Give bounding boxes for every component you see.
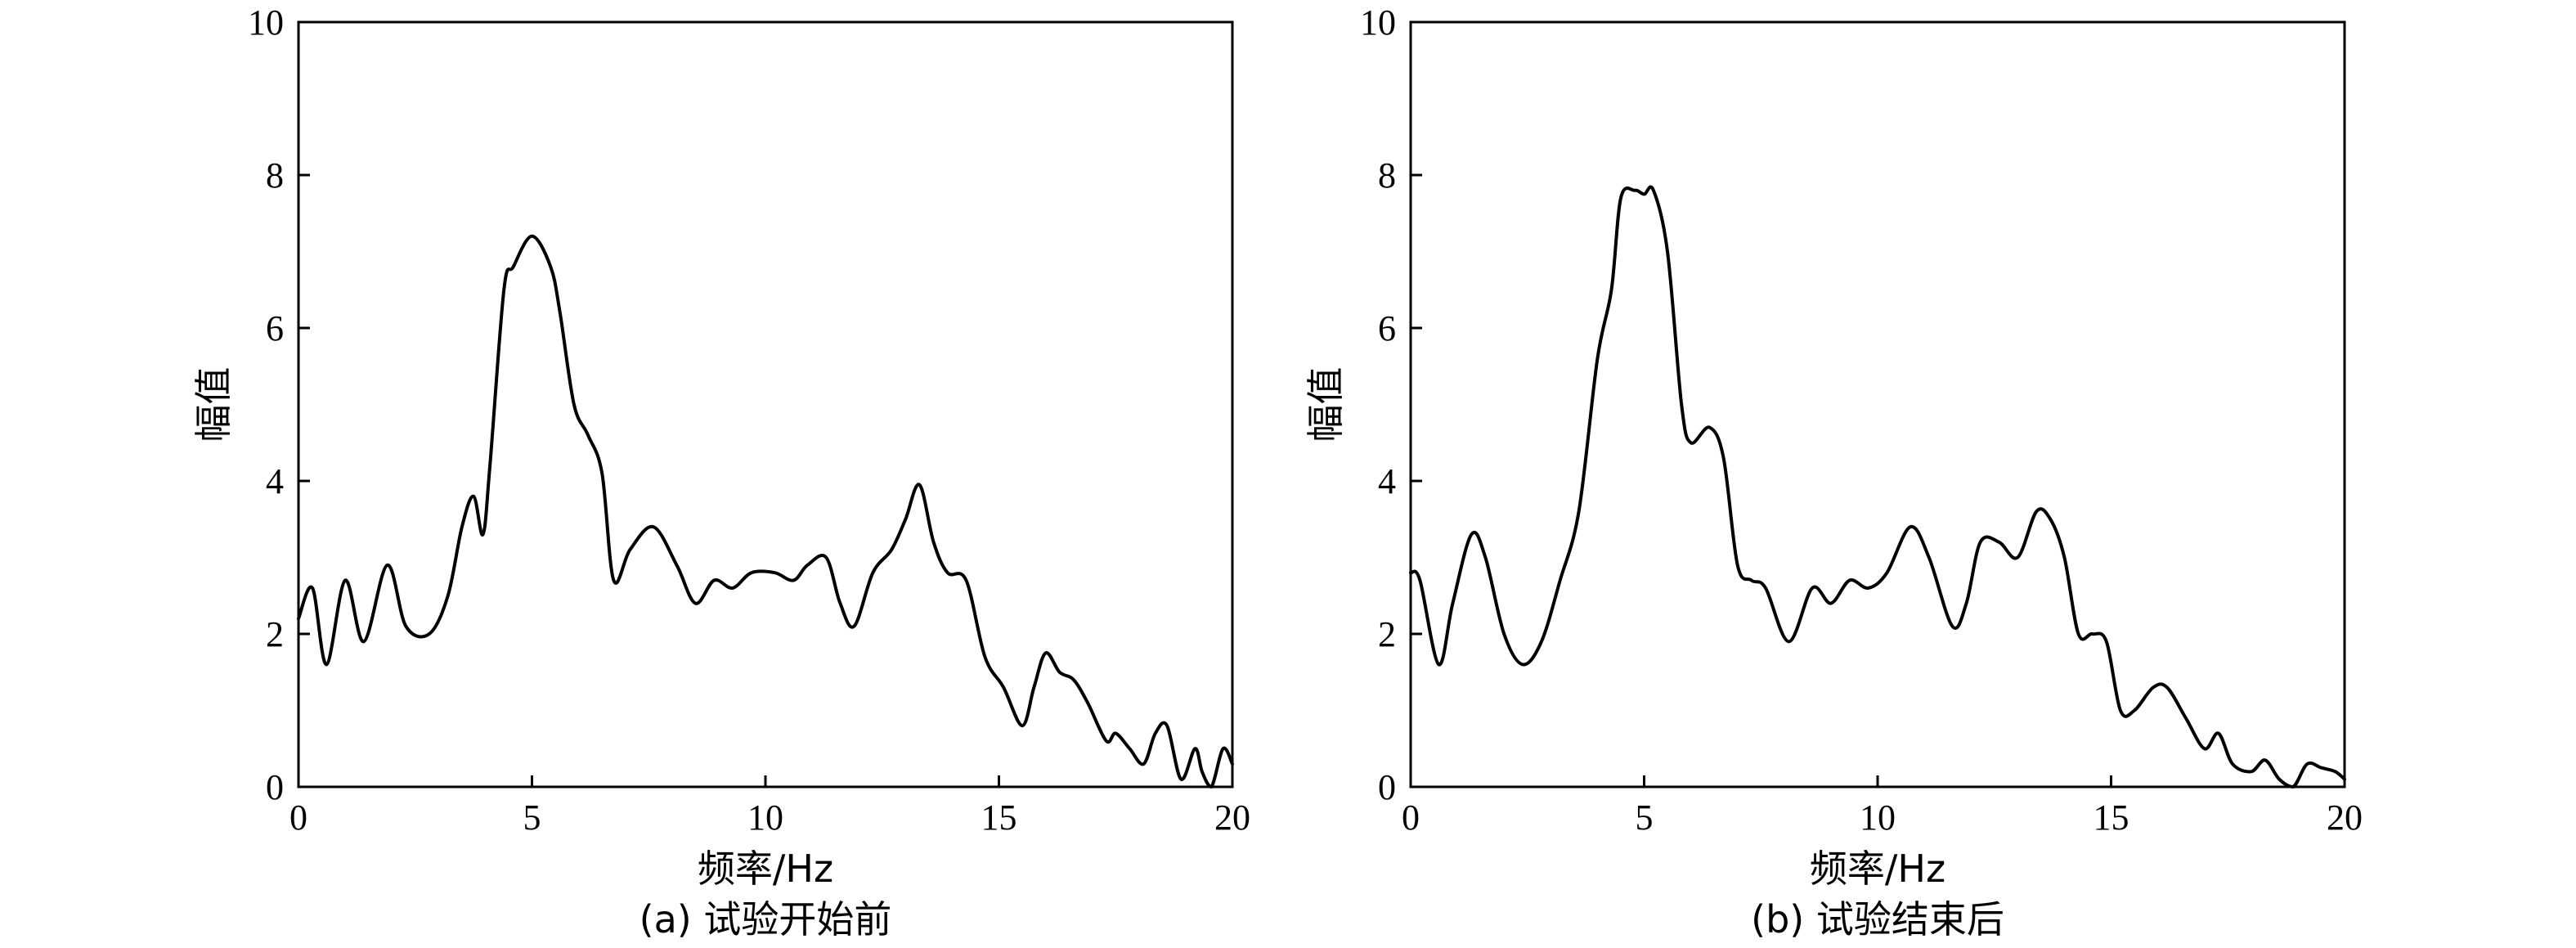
- series-line: [1409, 185, 2346, 789]
- chart-caption: (b) 试验结束后: [1751, 897, 2004, 941]
- y-tick-label: 6: [266, 308, 284, 348]
- y-tick-label: 4: [266, 461, 284, 501]
- x-axis-label: 频率/Hz: [698, 847, 833, 891]
- y-tick-label: 4: [1378, 461, 1396, 501]
- y-tick-label: 0: [266, 767, 284, 807]
- x-tick-label: 0: [1402, 797, 1420, 838]
- chart-panel-b: 0 5 10 15 20 0 2 4 6 8 10 频率/Hz 幅值 (b) 试验结束后: [1304, 2, 2363, 941]
- y-tick-label: 10: [248, 2, 284, 43]
- x-tick-label: 20: [2327, 797, 2363, 838]
- plot-frame: [1409, 20, 2346, 789]
- x-tick-label: 15: [2094, 797, 2129, 838]
- x-tick-label: 15: [981, 797, 1017, 838]
- y-tick-label: 6: [1378, 308, 1396, 348]
- y-tick-label: 0: [1378, 767, 1396, 807]
- x-tick-label: 10: [1860, 797, 1896, 838]
- x-tick-label: 5: [523, 797, 541, 838]
- y-tick-label: 2: [1378, 614, 1396, 654]
- y-tick-label: 10: [1360, 2, 1396, 43]
- y-tick-label: 8: [1378, 155, 1396, 195]
- y-axis-label: 幅值: [1304, 367, 1348, 443]
- plot-frame: [297, 20, 1234, 789]
- x-tick-label: 0: [289, 797, 307, 838]
- y-axis-label: 幅值: [191, 367, 236, 443]
- x-tick-label: 5: [1636, 797, 1654, 838]
- y-tick-label: 8: [266, 155, 284, 195]
- series-line: [297, 234, 1234, 789]
- chart-caption: (a) 试验开始前: [640, 897, 892, 941]
- chart-panel-a: 0 5 10 15 20 0 2 4 6 8 10 频率/Hz 幅值 (a) 试验开始前: [191, 2, 1250, 941]
- x-tick-label: 20: [1214, 797, 1250, 838]
- y-tick-label: 2: [266, 614, 284, 654]
- x-tick-label: 10: [747, 797, 783, 838]
- x-axis-label: 频率/Hz: [1810, 847, 1945, 891]
